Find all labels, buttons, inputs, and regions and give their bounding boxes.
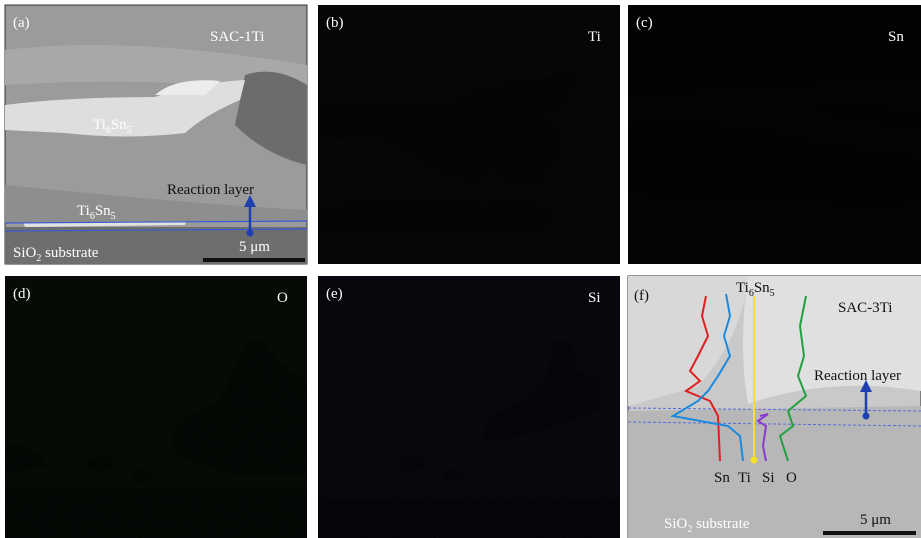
panel-title: Sn bbox=[888, 29, 904, 45]
figure: (a) SAC-1Ti Ti6Sn5 Ti6Sn5 Reaction layer… bbox=[0, 0, 921, 538]
profile-label: Si bbox=[762, 470, 775, 486]
substrate-part: substrate bbox=[692, 516, 749, 532]
phase-part: Sn bbox=[111, 117, 127, 133]
panel-label: (b) bbox=[326, 15, 344, 31]
panel-title: SAC-1Ti bbox=[210, 29, 264, 45]
panel-label: (f) bbox=[634, 288, 649, 304]
phase-part: Ti bbox=[93, 117, 106, 133]
panel-a: (a) SAC-1Ti Ti6Sn5 Ti6Sn5 Reaction layer… bbox=[5, 5, 307, 264]
phase-part: Sn bbox=[754, 280, 770, 296]
reaction-layer-label: Reaction layer bbox=[814, 368, 901, 384]
reaction-layer-label: Reaction layer bbox=[167, 182, 254, 198]
panel-title: Si bbox=[588, 290, 601, 306]
phase-part: 5 bbox=[111, 211, 116, 222]
phase-part: 5 bbox=[127, 125, 132, 136]
panel-label: (d) bbox=[13, 286, 31, 302]
substrate-part: SiO bbox=[13, 245, 37, 261]
panel-label: (e) bbox=[326, 286, 343, 302]
panel-label: (a) bbox=[13, 15, 30, 31]
profile-label: Ti bbox=[738, 470, 751, 486]
panel-b: (b) Ti bbox=[318, 5, 620, 264]
phase-part: Ti bbox=[77, 203, 90, 219]
substrate-part: substrate bbox=[41, 245, 98, 261]
panel-c: (c) Sn bbox=[628, 5, 921, 264]
panel-title: SAC-3Ti bbox=[838, 300, 892, 316]
panel-f: (f) SAC-3Ti Ti6Sn5 Reaction layer Sn Ti … bbox=[628, 276, 921, 538]
panel-label: (c) bbox=[636, 15, 653, 31]
profile-label: Sn bbox=[714, 470, 730, 486]
substrate-part: SiO bbox=[664, 516, 688, 532]
phase-part: Sn bbox=[95, 203, 111, 219]
profile-label: O bbox=[786, 470, 797, 486]
panel-e: (e) Si bbox=[318, 276, 620, 538]
panel-d: (d) O bbox=[5, 276, 307, 538]
panel-title: O bbox=[277, 290, 288, 306]
scale-bar-label: 5 μm bbox=[239, 239, 270, 255]
scale-bar-label: 5 μm bbox=[860, 512, 891, 528]
panel-title: Ti bbox=[588, 29, 601, 45]
phase-part: Ti bbox=[736, 280, 749, 296]
phase-part: 5 bbox=[770, 288, 775, 299]
